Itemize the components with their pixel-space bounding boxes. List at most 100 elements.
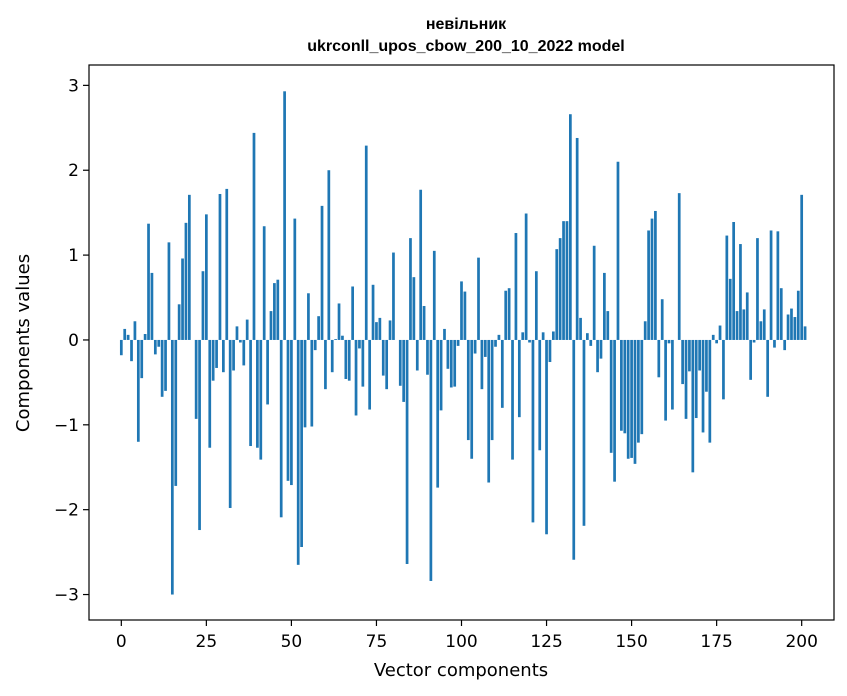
bar xyxy=(218,193,222,340)
bar xyxy=(337,303,341,340)
bar xyxy=(735,311,739,340)
bar xyxy=(562,221,565,340)
bar xyxy=(732,222,736,340)
bar xyxy=(269,311,273,340)
bar xyxy=(647,230,650,340)
y-axis: −3 −2 −1 0 1 2 3 xyxy=(54,76,89,606)
bar xyxy=(160,339,164,397)
bar xyxy=(786,314,790,340)
bar xyxy=(711,334,715,340)
bar xyxy=(157,339,161,347)
x-axis-label: Vector components xyxy=(374,660,548,681)
bar xyxy=(773,339,776,348)
bar xyxy=(327,170,331,340)
bar xyxy=(551,331,555,340)
bar xyxy=(324,339,327,390)
bar xyxy=(232,339,235,371)
bar xyxy=(385,339,389,390)
bar xyxy=(582,339,586,526)
bar xyxy=(671,339,674,410)
bar xyxy=(497,334,501,340)
bar xyxy=(262,226,266,340)
bar xyxy=(691,339,695,473)
bar xyxy=(405,339,409,564)
bar xyxy=(313,339,317,351)
bar xyxy=(419,189,423,340)
y-tick-label: −1 xyxy=(54,416,79,436)
bar xyxy=(153,339,157,355)
bar xyxy=(293,218,297,340)
bar xyxy=(453,339,457,387)
bar xyxy=(133,321,137,340)
bar xyxy=(174,339,178,486)
bar xyxy=(215,339,218,368)
bar-series xyxy=(119,91,807,595)
bar xyxy=(643,321,647,340)
bar xyxy=(147,223,150,340)
bar xyxy=(415,339,419,371)
bar xyxy=(470,339,474,459)
bar xyxy=(579,317,582,340)
bar xyxy=(252,132,256,340)
bar xyxy=(279,339,283,518)
bar xyxy=(623,339,627,434)
bar xyxy=(167,242,171,340)
bar xyxy=(650,218,654,340)
bar xyxy=(599,339,603,359)
bar xyxy=(725,235,729,340)
x-tick-label: 25 xyxy=(196,632,218,652)
y-tick-label: 1 xyxy=(68,246,79,266)
bar xyxy=(310,339,314,427)
bar xyxy=(626,339,630,459)
bar xyxy=(766,339,770,397)
bar xyxy=(483,339,487,357)
x-tick-label: 50 xyxy=(281,632,303,652)
bar xyxy=(136,339,140,442)
bar xyxy=(432,250,436,340)
bar xyxy=(793,317,797,340)
bar xyxy=(194,339,198,419)
bar xyxy=(201,271,205,340)
bar xyxy=(739,244,742,340)
bar xyxy=(222,339,225,373)
bar xyxy=(545,339,548,535)
x-tick-label: 0 xyxy=(116,632,127,652)
bar xyxy=(657,339,661,378)
bar xyxy=(803,326,807,340)
bar xyxy=(429,339,433,581)
bar xyxy=(701,339,705,433)
bar xyxy=(742,309,746,340)
bar xyxy=(341,335,344,340)
bar xyxy=(211,339,215,381)
bar xyxy=(762,309,766,340)
bar xyxy=(409,238,412,340)
bar xyxy=(592,245,596,340)
bar xyxy=(667,339,671,344)
bar xyxy=(198,339,201,531)
bar xyxy=(443,328,446,340)
bar xyxy=(640,339,644,435)
bar xyxy=(184,222,188,340)
x-tick-label: 75 xyxy=(366,632,388,652)
bar xyxy=(500,339,504,408)
bar xyxy=(371,284,375,340)
bar xyxy=(368,339,372,410)
bar xyxy=(718,325,722,340)
bar xyxy=(463,291,467,340)
bar xyxy=(177,304,181,340)
bar xyxy=(609,339,613,453)
bar xyxy=(446,339,450,369)
bar xyxy=(358,339,361,349)
bar xyxy=(473,339,477,354)
bar xyxy=(286,339,290,481)
bar xyxy=(283,91,286,340)
bar xyxy=(126,334,130,340)
bar xyxy=(375,322,378,340)
bar xyxy=(783,339,787,351)
bar xyxy=(205,214,208,340)
bar xyxy=(569,114,572,340)
bar xyxy=(422,306,426,340)
bar xyxy=(511,339,514,460)
bar xyxy=(181,258,184,340)
